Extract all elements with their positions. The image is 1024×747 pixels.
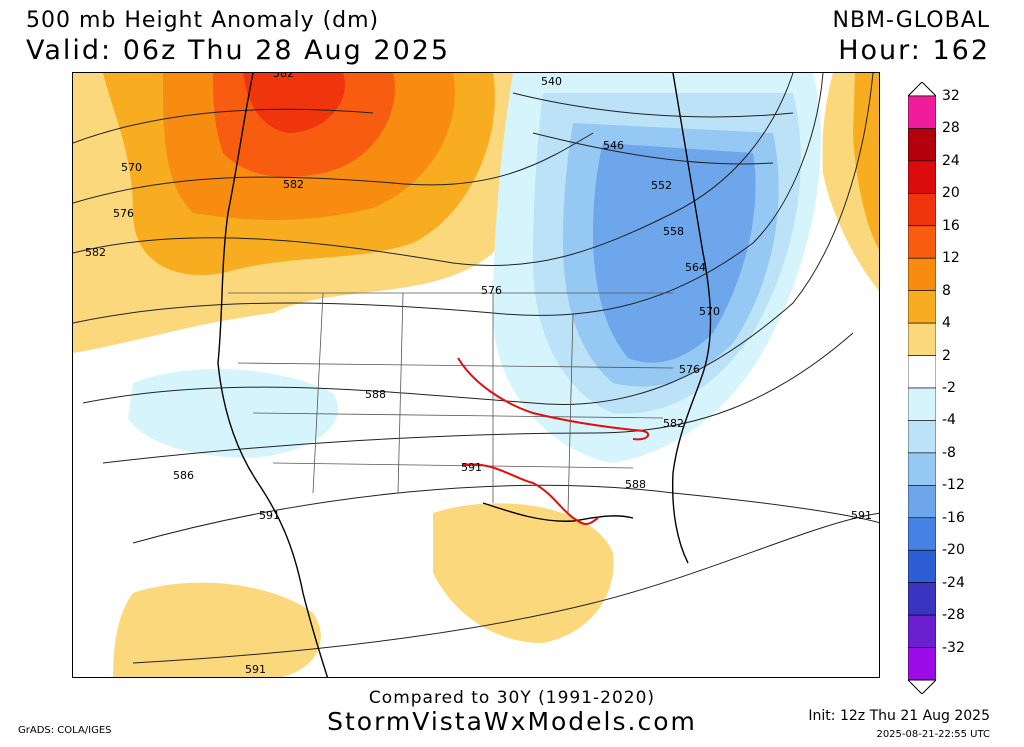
colorbar-swatch: [908, 193, 936, 227]
map-canvas: 570 576 582 540 546 552 558 564 570 576 …: [73, 73, 879, 677]
anomaly-shade-gulf-plus4: [433, 503, 614, 643]
timestamp: 2025-08-21-22:55 UTC: [876, 729, 990, 740]
colorbar-label: -16: [942, 509, 965, 526]
colorbar-swatch: [908, 128, 936, 162]
state-borders: [228, 292, 674, 514]
colorbar-swatch: [908, 95, 936, 129]
colorbar-swatch: [908, 647, 936, 681]
contour-label: 540: [541, 75, 562, 88]
colorbar-label: -8: [942, 444, 956, 461]
colorbar-swatch: [908, 355, 936, 389]
colorbar-top-arrow: [908, 82, 936, 97]
header-left: 500 mb Height Anomaly (dm) Valid: 06z Th…: [26, 6, 450, 66]
contour-label: 591: [851, 509, 872, 522]
header-right: NBM-GLOBAL Hour: 162: [832, 6, 990, 66]
forecast-hour: Hour: 162: [838, 35, 990, 66]
contour-label: 591: [461, 461, 482, 474]
contour-label: 582: [85, 246, 106, 259]
contour-label: 588: [365, 388, 386, 401]
colorbar-label: 16: [942, 217, 960, 234]
anomaly-shade-sw-minus2: [128, 369, 339, 458]
contour-label: 582: [273, 73, 294, 80]
grads-credit: GrADS: COLA/IGES: [18, 725, 112, 736]
contour-label: 558: [663, 225, 684, 238]
colorbar-swatch: [908, 290, 936, 324]
site-name: StormVistaWxModels.com: [327, 707, 697, 736]
contour-label: 564: [685, 261, 706, 274]
colorbar-label: 8: [942, 282, 951, 299]
colorbar-bottom-arrow: [908, 679, 936, 694]
init-time: Init: 12z Thu 21 Aug 2025: [808, 708, 990, 724]
contour-label: 591: [245, 663, 266, 676]
colorbar-label: 4: [942, 315, 951, 332]
contour-label: 570: [699, 305, 720, 318]
colorbar-label: -2: [942, 380, 956, 396]
contour-label: 570: [121, 161, 142, 174]
compared-text: Compared to 30Y (1991-2020): [368, 688, 656, 708]
colorbar-label: -12: [942, 477, 965, 494]
colorbar-label: 20: [942, 185, 960, 202]
colorbar-label: 24: [942, 152, 960, 169]
colorbar-swatch: [908, 614, 936, 648]
colorbar-swatch: [908, 322, 936, 356]
anomaly-shade-plus20: [243, 73, 345, 133]
colorbar: [908, 82, 936, 694]
contour-label: 576: [481, 284, 502, 297]
contour-label: 591: [259, 509, 280, 522]
height-contours: [73, 73, 879, 664]
colorbar-swatch: [908, 225, 936, 259]
colorbar-label: 32: [942, 88, 960, 104]
contour-label: 588: [625, 478, 646, 491]
contour-label: 576: [679, 363, 700, 376]
model-name: NBM-GLOBAL: [832, 8, 990, 33]
anomaly-shade-minus12: [593, 143, 756, 363]
colorbar-swatch: [908, 485, 936, 519]
colorbar-label: 2: [942, 347, 951, 364]
contour-label: 582: [663, 417, 684, 430]
colorbar-swatch: [908, 387, 936, 421]
colorbar-label: 12: [942, 250, 960, 267]
annotation-lines: [457, 357, 650, 525]
colorbar-swatch: [908, 452, 936, 486]
colorbar-label: -32: [942, 639, 965, 656]
colorbar-swatch: [908, 420, 936, 454]
colorbar-swatch: [908, 582, 936, 616]
anomaly-map: 570 576 582 540 546 552 558 564 570 576 …: [72, 72, 880, 678]
anomaly-shade-east-plus8: [853, 73, 879, 250]
colorbar-swatch: [908, 160, 936, 194]
colorbar-label: -28: [942, 607, 965, 624]
contour-label: 582: [283, 178, 304, 191]
contour-label: 546: [603, 139, 624, 152]
colorbar-swatch: [908, 257, 936, 291]
colorbar-label: 28: [942, 120, 960, 137]
colorbar-swatch: [908, 549, 936, 583]
colorbar-label: -20: [942, 542, 965, 559]
colorbar-swatch: [908, 517, 936, 551]
coastlines: [217, 73, 712, 677]
contour-label: 576: [113, 207, 134, 220]
valid-time: Valid: 06z Thu 28 Aug 2025: [26, 35, 451, 66]
contour-label: 586: [173, 469, 194, 482]
colorbar-label: -4: [942, 412, 956, 429]
colorbar-label: -24: [942, 574, 965, 591]
contour-labels: 570 576 582 540 546 552 558 564 570 576 …: [85, 73, 872, 676]
contour-label: 552: [651, 179, 672, 192]
map-title: 500 mb Height Anomaly (dm): [26, 8, 380, 33]
